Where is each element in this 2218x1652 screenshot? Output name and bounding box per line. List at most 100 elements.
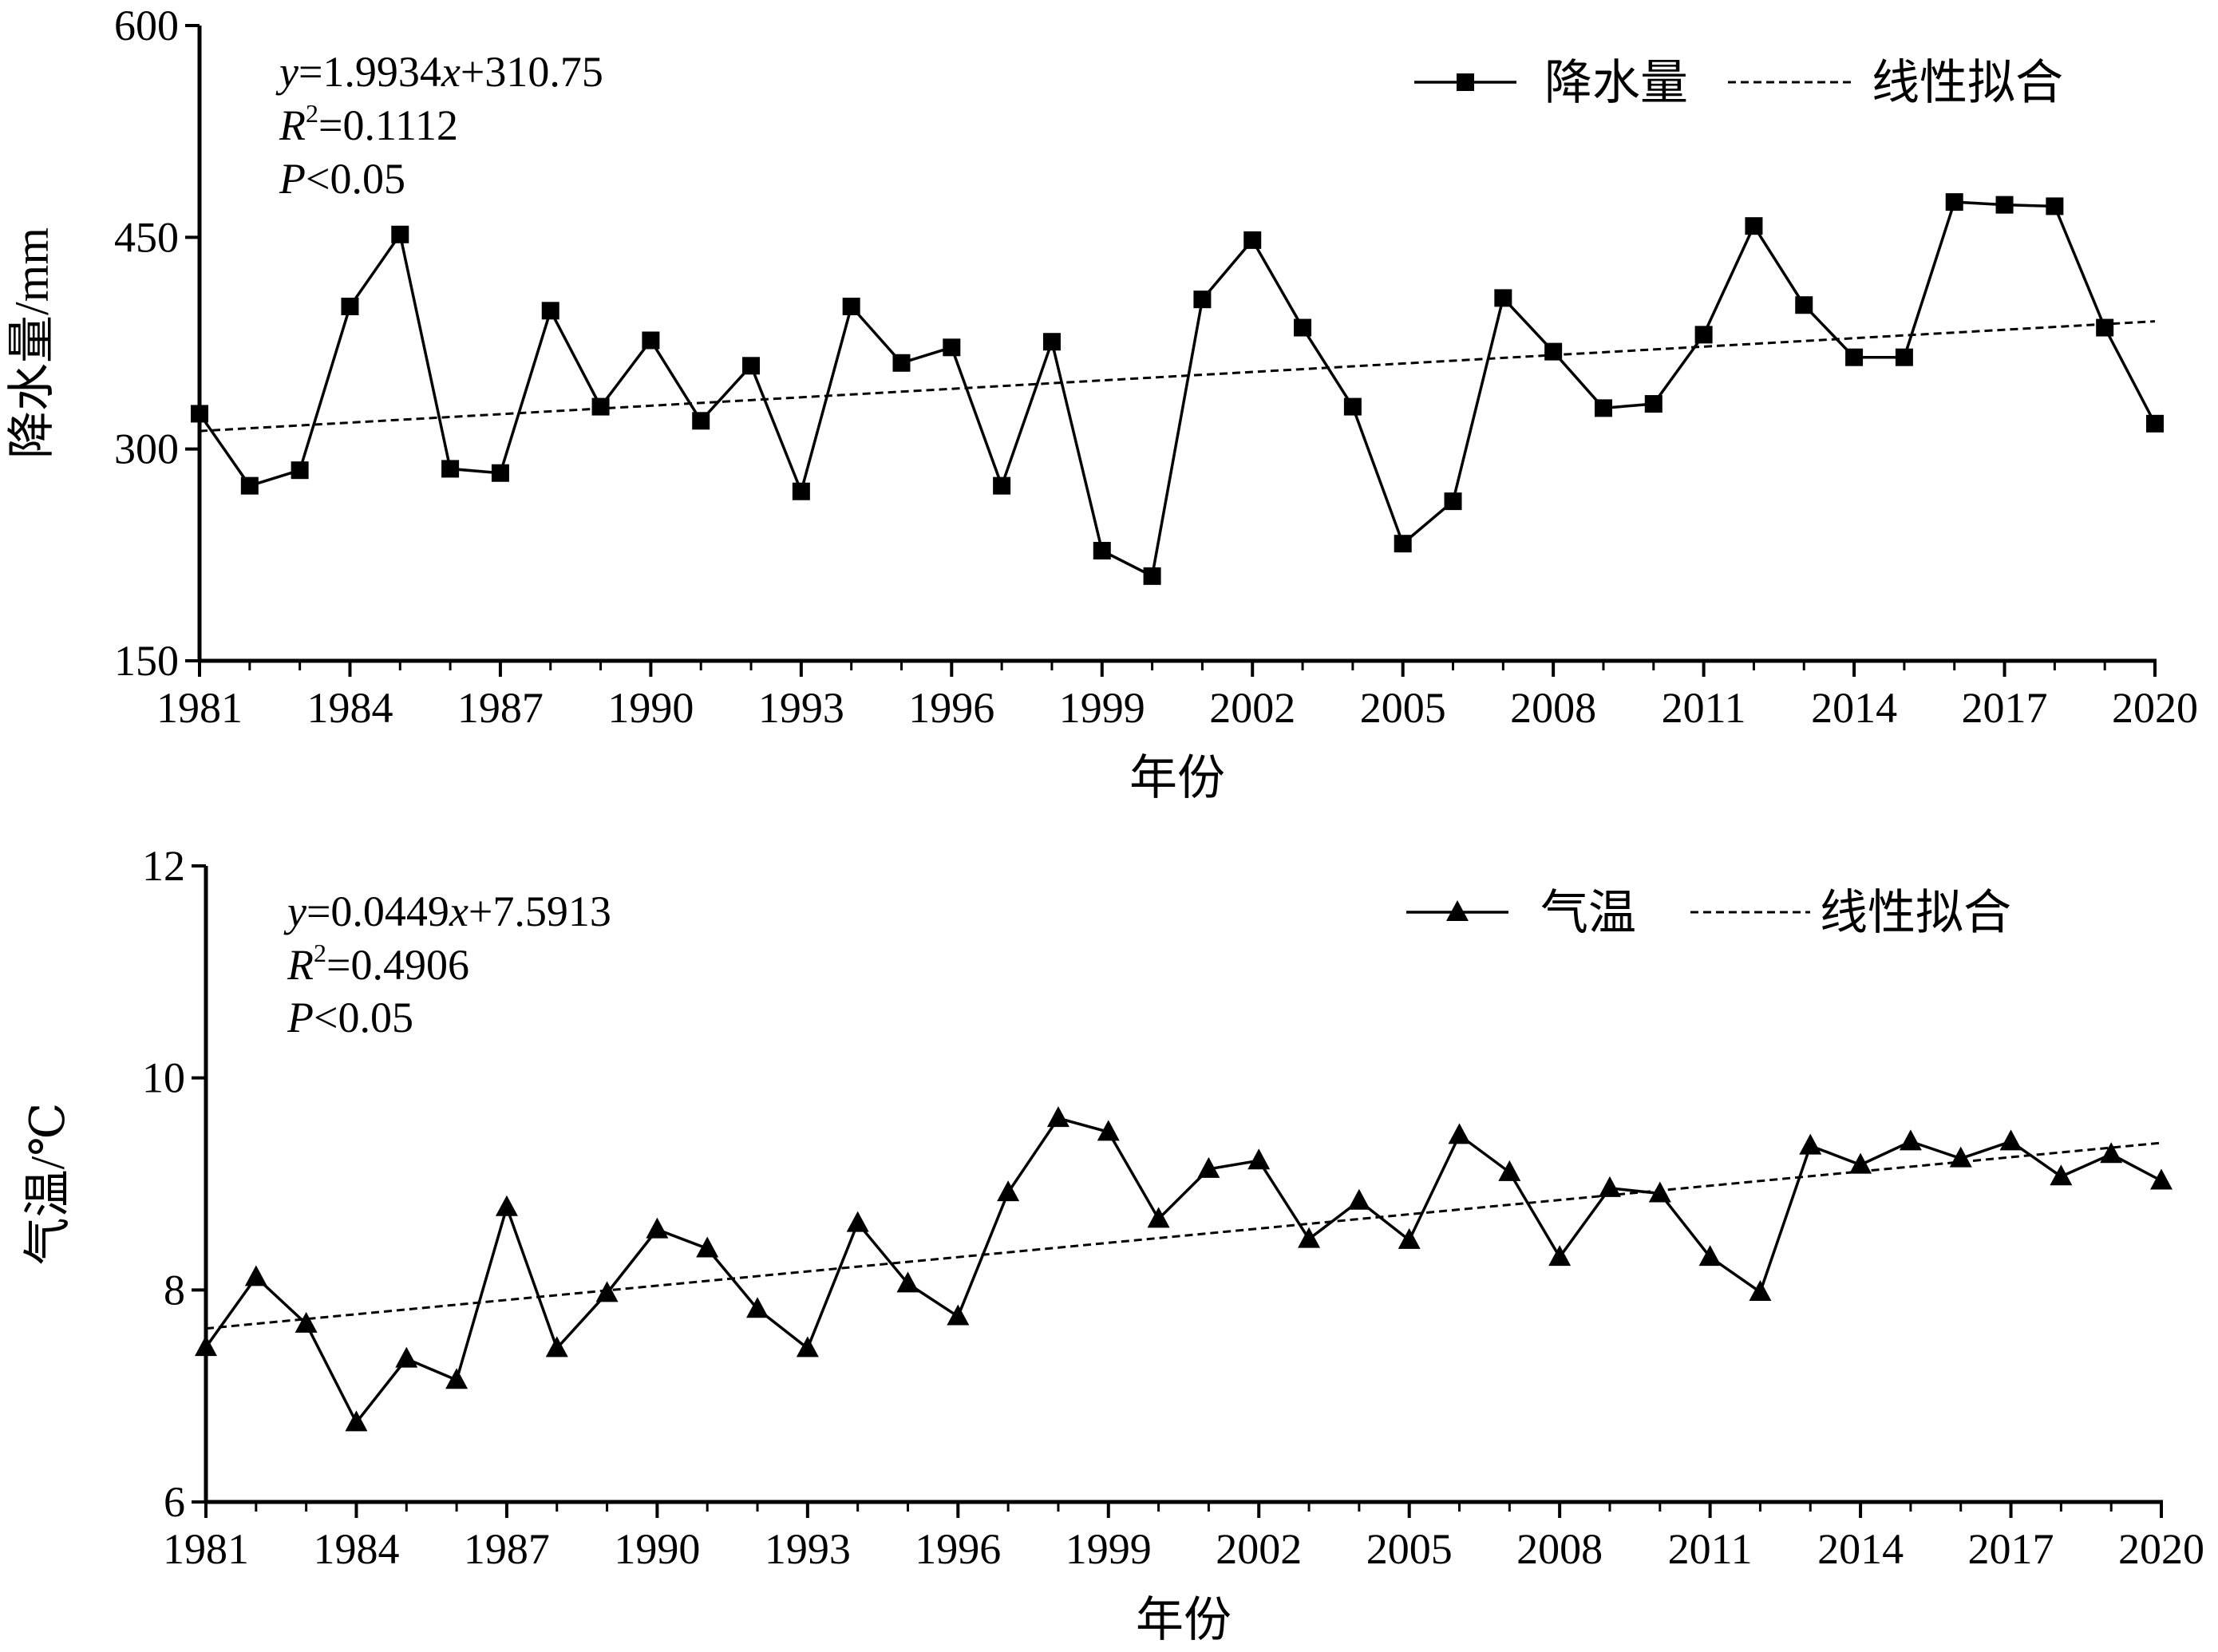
data-point [947, 1304, 970, 1326]
data-point [391, 225, 409, 243]
data-point [1343, 397, 1362, 416]
series-line [198, 200, 2157, 579]
data-point [742, 357, 761, 375]
x-tick-label: 2011 [1662, 684, 1746, 732]
y-tick-label: 12 [142, 842, 185, 890]
x-tick-label: 1984 [313, 1525, 399, 1573]
x-tick-label: 1999 [1066, 1525, 1152, 1573]
x-tick-label: 1981 [163, 1525, 249, 1573]
fit-line [199, 320, 2156, 433]
data-point [441, 460, 460, 478]
x-axis-label: 年份 [1136, 1594, 1232, 1646]
superscript-2: 2 [314, 939, 326, 967]
data-point [746, 1297, 769, 1318]
data-point [1648, 1181, 1671, 1203]
legend-label-fit: 线性拟合 [1820, 887, 2011, 939]
chart-2: 6 8 10 12 1981 1984 1987 1990 1993 1996 1999 2002 20… [22, 842, 2204, 1646]
data-point [1745, 217, 1763, 235]
r-squared: R2=0.4906 [287, 939, 469, 989]
data-point [395, 1346, 418, 1368]
p-symbol: P [279, 155, 306, 203]
data-point [1945, 193, 1963, 211]
x-tick-label: 1990 [607, 684, 694, 732]
data-point [195, 1335, 217, 1357]
data-point [445, 1368, 469, 1389]
data-point [191, 405, 208, 423]
data-point [1799, 1133, 1822, 1155]
data-point [846, 1211, 869, 1232]
data-point [1895, 348, 1913, 366]
y-axis-label: 降水量/mm [6, 227, 58, 459]
chart-1: 150 300 450 600 1981 1984 1987 1990 1993 1996 1999… [6, 2, 2198, 804]
equation-part: y [283, 887, 306, 935]
data-point [1042, 333, 1061, 351]
data-point [2096, 318, 2114, 337]
data-point [591, 397, 610, 416]
x-tick-label: 2020 [2118, 1525, 2204, 1573]
x-tick-label: 2014 [1811, 684, 1897, 732]
data-point [1247, 1148, 1271, 1170]
data-point [541, 302, 559, 320]
data-point [1494, 289, 1512, 307]
data-point [1448, 1123, 1471, 1144]
data-point [1143, 567, 1161, 585]
data-point [692, 412, 710, 430]
data-point [1598, 1176, 1621, 1197]
data-point [1444, 492, 1462, 511]
data-point [696, 1236, 719, 1258]
data-point [642, 331, 660, 350]
data-point [1147, 1207, 1170, 1228]
x-tick-label: 1987 [457, 684, 544, 732]
data-point [1749, 1279, 1772, 1301]
legend-marker [1457, 73, 1474, 91]
fit-equation: y=1.9934x+310.75 [275, 48, 603, 96]
data-point [1899, 1129, 1922, 1151]
x-tick-label: 2017 [1968, 1525, 2054, 1573]
legend-marker [1446, 900, 1469, 921]
legend-label-fit: 线性拟合 [1872, 57, 2063, 109]
y-tick-label: 300 [114, 425, 179, 473]
x-tick-label: 2011 [1668, 1525, 1753, 1573]
equation-part: +310.75 [461, 48, 603, 96]
p-symbol: P [287, 994, 314, 1041]
x-tick-label: 2002 [1209, 684, 1295, 732]
x-tick-label: 1990 [614, 1525, 700, 1573]
x-tick-label: 2005 [1360, 684, 1446, 732]
y-tick-label: 600 [114, 2, 179, 49]
series-line [204, 1116, 2162, 1425]
x-tick-label: 1999 [1059, 684, 1145, 732]
data-point [2150, 1168, 2173, 1190]
x-tick-label: 1993 [758, 684, 844, 732]
data-point [1544, 342, 1563, 361]
data-point [1949, 1146, 1972, 1168]
data-point [1849, 1152, 1872, 1174]
data-point [892, 354, 911, 372]
data-point [595, 1281, 619, 1302]
y-tick-label: 10 [142, 1054, 185, 1102]
p-value-text: <0.05 [314, 994, 413, 1041]
p-value-text: <0.05 [306, 155, 405, 203]
data-point [1999, 1129, 2022, 1151]
r-squared-value: =0.4906 [326, 941, 469, 989]
data-point [792, 482, 810, 500]
data-point [1845, 348, 1864, 366]
x-tick-label: 2008 [1516, 1525, 1603, 1573]
data-point [1498, 1160, 1521, 1181]
data-point [1294, 318, 1312, 337]
x-tick-label: 2008 [1510, 684, 1596, 732]
legend-label-data: 气温 [1540, 887, 1636, 939]
y-tick-label: 150 [114, 637, 179, 685]
data-point [244, 1265, 267, 1286]
legend: 气温 线性拟合 [1406, 887, 2011, 939]
r-squared-value: =0.1112 [318, 101, 458, 149]
fit-equation: y=0.0449x+7.5913 [283, 887, 611, 935]
data-point [1698, 1245, 1722, 1267]
data-point [1046, 1106, 1069, 1128]
equation-part: =0.0449 [306, 887, 449, 935]
x-tick-label: 1993 [765, 1525, 851, 1573]
equation-part: x [449, 887, 469, 935]
x-tick-label: 2017 [1962, 684, 2048, 732]
data-point [997, 1180, 1020, 1202]
data-point [291, 461, 309, 480]
data-point [1995, 196, 2014, 214]
